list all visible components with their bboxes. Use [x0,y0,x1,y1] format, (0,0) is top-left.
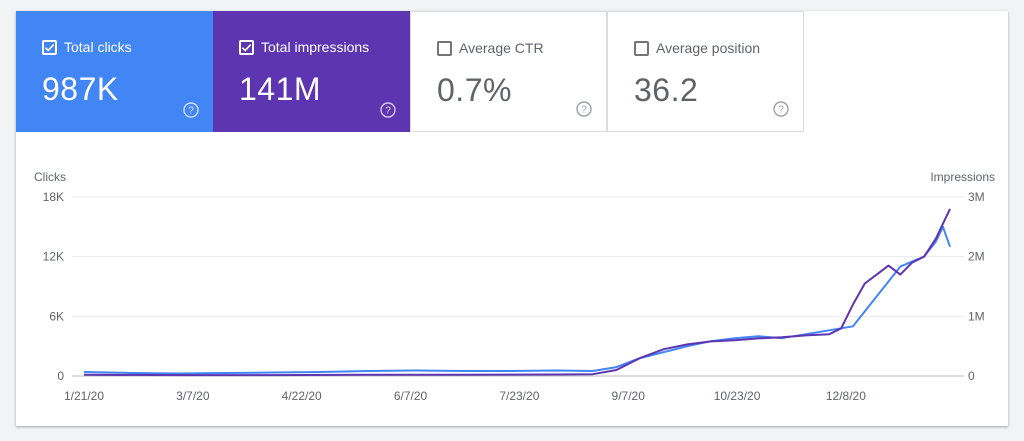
performance-panel: Total clicks 987K ? Total impressions 14… [16,11,1008,426]
clicks-series-line [83,225,951,375]
x-tick-label: 7/23/20 [499,389,539,403]
checkbox-checked[interactable] [239,39,254,55]
help-circle-icon[interactable]: ? [380,102,396,118]
metric-cards: Total clicks 987K ? Total impressions 14… [16,11,804,132]
left-tick-label: 12K [43,250,64,264]
metric-value: 0.7% [437,72,512,108]
x-tick-label: 6/7/20 [394,389,428,403]
checkbox-unchecked[interactable] [437,40,452,56]
left-axis-label: Clicks [34,170,66,184]
x-tick-labels: 1/21/20 3/7/20 4/22/20 6/7/20 7/23/20 9/7/20 1… [64,389,866,403]
svg-text:?: ? [188,106,194,117]
metric-card-header: Total clicks [42,39,132,55]
help-circle-icon[interactable]: ? [183,102,199,118]
metric-card-average-ctr[interactable]: Average CTR 0.7% ? [410,11,607,132]
metric-label: Total impressions [261,39,370,55]
metric-card-total-impressions[interactable]: Total impressions 141M ? [213,11,410,132]
svg-text:?: ? [581,105,587,116]
metric-card-header: Average position [634,40,760,56]
metric-label: Average position [656,40,761,56]
help-circle-icon[interactable]: ? [773,101,789,117]
metric-card-total-clicks[interactable]: Total clicks 987K ? [16,11,213,132]
right-tick-label: 1M [968,309,985,323]
help-circle-icon[interactable]: ? [576,101,592,117]
left-tick-label: 6K [49,309,64,323]
metric-value: 141M [239,71,322,107]
right-tick-label: 2M [968,250,985,264]
metric-value: 36.2 [634,72,699,108]
check-icon [241,43,252,52]
svg-text:?: ? [778,105,784,116]
x-tick-label: 3/7/20 [176,389,210,403]
svg-text:?: ? [385,106,391,117]
line-chart: Clicks Impressions 18K 12K 6K 0 3M 2M 1M 0 1/2… [34,170,995,403]
checkbox-unchecked[interactable] [634,40,649,56]
left-tick-labels: 18K 12K 6K 0 [43,190,65,383]
x-tick-label: 10/23/20 [714,389,761,403]
performance-chart: Clicks Impressions 18K 12K 6K 0 3M 2M 1M 0 1/2… [16,132,1008,426]
metric-card-average-position[interactable]: Average position 36.2 ? [607,11,804,132]
metric-label: Total clicks [64,39,132,55]
x-tick-label: 1/21/20 [64,389,104,403]
x-tick-label: 9/7/20 [612,389,646,403]
left-tick-label: 0 [57,369,64,383]
right-tick-label: 3M [968,190,985,204]
x-tick-label: 12/8/20 [826,389,866,403]
right-tick-label: 0 [968,369,975,383]
check-icon [44,43,55,52]
grid-lines [72,196,964,377]
checkbox-checked[interactable] [42,39,57,55]
right-axis-label: Impressions [930,170,995,184]
metric-card-header: Average CTR [437,40,544,56]
x-tick-label: 4/22/20 [282,389,322,403]
left-tick-label: 18K [43,190,64,204]
impressions-series-line [83,208,951,377]
metric-value: 987K [42,71,119,107]
metric-card-header: Total impressions [239,39,369,55]
right-tick-labels: 3M 2M 1M 0 [968,190,985,383]
metric-label: Average CTR [459,40,544,56]
series-lines [83,208,951,377]
